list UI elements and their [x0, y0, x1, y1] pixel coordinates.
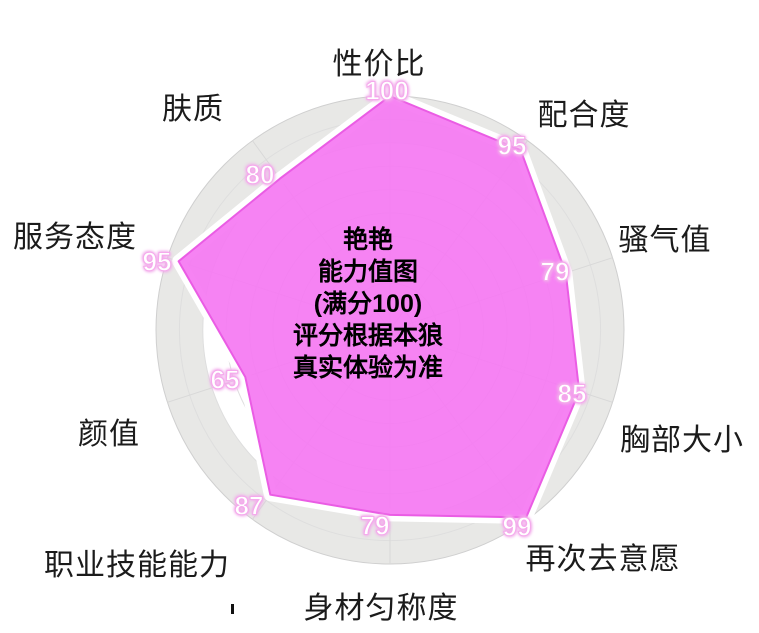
axis-label-zhiyejinengnengli: 职业技能能力 — [44, 549, 230, 582]
value-label-yanzhi: 65 — [210, 364, 240, 395]
axis-label-xiongbudaxiao: 胸部大小 — [620, 424, 744, 457]
axis-label-fuwutaidu: 服务态度 — [13, 221, 137, 254]
center-text-line-note1: 评分根据本狼 — [292, 322, 444, 350]
center-text-line-note2: 真实体验为准 — [292, 354, 444, 382]
value-label-zaiciquyiyuan: 99 — [502, 511, 532, 542]
center-text-line-name: 艳艳 — [342, 226, 394, 254]
value-label-xiongbudaxiao: 85 — [557, 378, 587, 409]
center-text-line-scale: (满分100) — [313, 290, 423, 318]
axis-label-shencaiyunchendu: 身材匀称度 — [303, 592, 459, 625]
value-label-fuzhi: 80 — [245, 159, 275, 190]
value-label-zhiyejinengnengli: 87 — [234, 490, 264, 521]
value-label-fuwutaidu: 95 — [142, 246, 172, 277]
chart-center-text: 艳艳 能力值图 (满分100) 评分根据本狼 真实体验为准 — [293, 224, 443, 384]
center-text-line-title: 能力值图 — [317, 258, 419, 286]
axis-label-xingjiabi: 性价比 — [332, 48, 426, 81]
axis-label-zaiciquyiyuan: 再次去意愿 — [525, 543, 681, 576]
axis-label-yanzhi: 颜值 — [78, 418, 140, 451]
stray-mark — [231, 604, 234, 614]
axis-label-saoqizhi: 骚气值 — [618, 224, 712, 257]
axis-label-peihedu: 配合度 — [537, 99, 631, 132]
value-label-xingjiabi: 100 — [365, 75, 409, 106]
value-label-peihedu: 95 — [497, 130, 527, 161]
value-label-saoqizhi: 79 — [540, 256, 570, 287]
axis-label-fuzhi: 肤质 — [162, 93, 224, 126]
value-label-shencaiyunchendu: 79 — [360, 510, 390, 541]
